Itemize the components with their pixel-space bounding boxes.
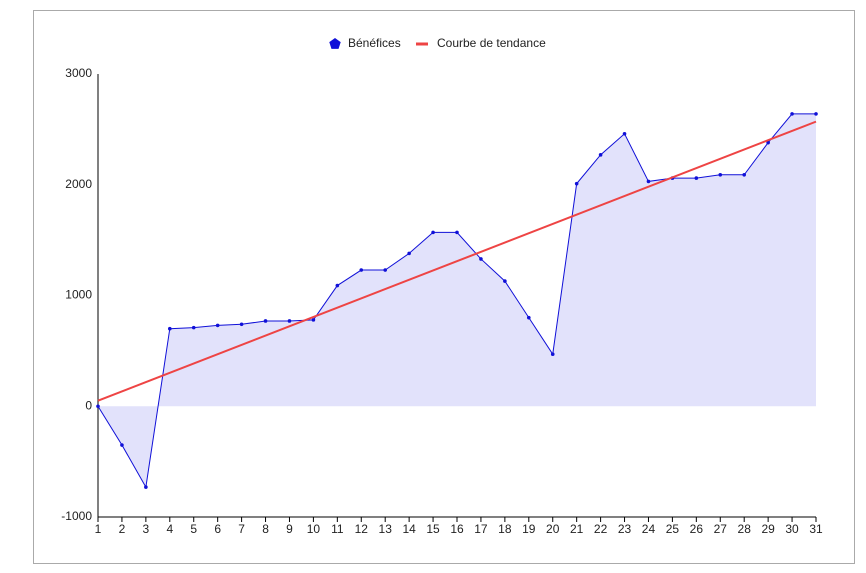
point (790, 112, 794, 116)
y-tick-label: 3000 (65, 66, 92, 80)
x-tick-label: 8 (262, 522, 269, 536)
x-tick-label: 29 (761, 522, 775, 536)
y-tick-label: 2000 (65, 177, 92, 191)
point (407, 251, 411, 256)
x-tick-label: 1 (95, 522, 102, 536)
x-tick-label: 31 (809, 522, 823, 536)
area (98, 113, 816, 488)
point (742, 172, 746, 177)
y-tick-label: -1000 (61, 509, 92, 523)
point (239, 322, 244, 327)
point (96, 404, 100, 409)
x-tick-label: 26 (690, 522, 704, 536)
x-tick-label: 3 (143, 522, 150, 536)
point (144, 485, 148, 489)
x-tick-label: 13 (379, 522, 393, 536)
point (311, 318, 316, 322)
x-tick-label: 28 (738, 522, 752, 536)
x-tick-label: 5 (190, 522, 197, 536)
legend-label: Courbe de tendance (437, 36, 546, 50)
y-tick-label: 0 (85, 398, 92, 412)
point (383, 268, 388, 272)
x-tick-label: 2 (119, 522, 126, 536)
x-tick-label: 4 (166, 522, 173, 536)
x-tick-label: 19 (522, 522, 536, 536)
legend-marker (329, 38, 341, 49)
point (503, 279, 507, 283)
x-tick-label: 25 (666, 522, 680, 536)
x-tick-label: 14 (402, 522, 416, 536)
point (574, 181, 579, 186)
x-tick-label: 7 (238, 522, 245, 536)
point (455, 230, 459, 235)
point (287, 319, 292, 323)
x-tick-label: 30 (785, 522, 799, 536)
x-tick-label: 18 (498, 522, 512, 536)
x-tick-label: 20 (546, 522, 560, 536)
legend-label: Bénéfices (348, 36, 401, 50)
x-tick-label: 11 (331, 522, 344, 536)
x-tick-label: 9 (286, 522, 293, 536)
point (168, 326, 172, 331)
x-tick-label: 15 (426, 522, 440, 536)
y-tick-label: 1000 (65, 288, 92, 302)
point (718, 172, 723, 177)
x-tick-label: 27 (714, 522, 728, 536)
point (431, 230, 435, 235)
point (479, 257, 483, 261)
x-tick-label: 21 (570, 522, 584, 536)
point (550, 352, 555, 356)
point (622, 132, 627, 136)
point (646, 179, 651, 184)
point (766, 140, 770, 145)
x-tick-label: 17 (474, 522, 488, 536)
point (191, 325, 196, 330)
x-tick-label: 12 (355, 522, 369, 536)
x-tick-label: 24 (642, 522, 656, 536)
point (335, 283, 340, 288)
x-tick-label: 23 (618, 522, 632, 536)
point (527, 315, 531, 320)
point (359, 268, 364, 272)
x-tick-label: 6 (214, 522, 221, 536)
point (215, 323, 220, 328)
x-tick-label: 16 (450, 522, 464, 536)
point (120, 443, 124, 447)
x-tick-label: 10 (307, 522, 321, 536)
x-tick-label: 22 (594, 522, 608, 536)
trend-line (97, 120, 817, 402)
point (598, 153, 603, 157)
point (814, 112, 818, 116)
point (694, 176, 699, 180)
point (263, 319, 268, 323)
